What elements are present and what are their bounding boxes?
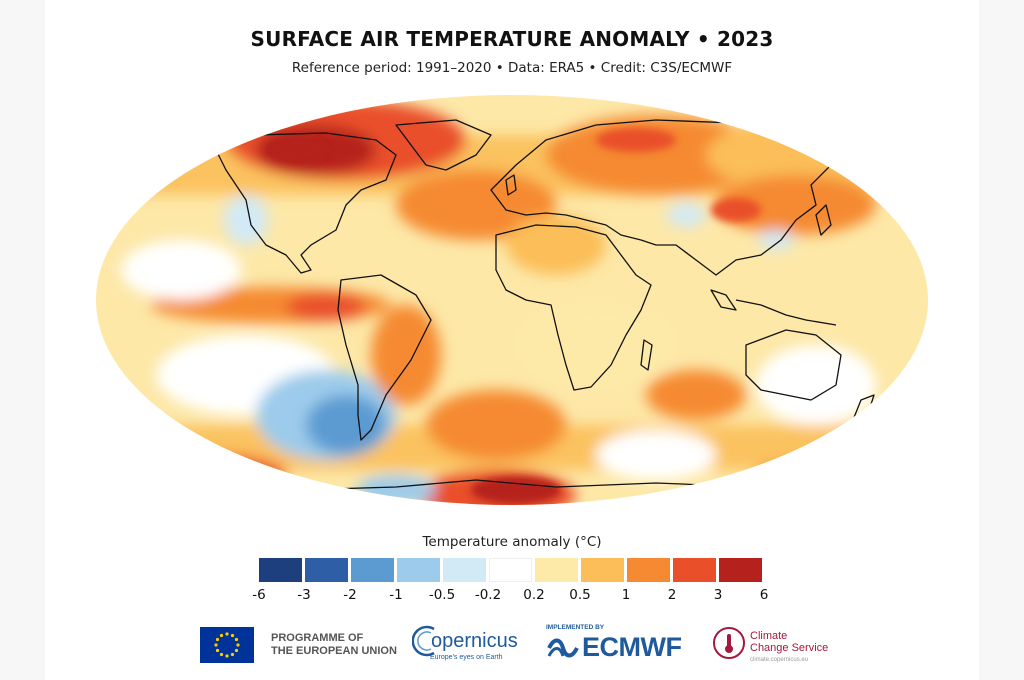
legend-swatch-1: [305, 558, 348, 582]
logo-strip: PROGRAMME OF THE EUROPEAN UNION opernicu…: [0, 615, 1024, 675]
eu-flag-icon: [200, 627, 254, 663]
legend-title: Temperature anomaly (°C): [422, 534, 602, 550]
legend-swatch-3: [397, 558, 440, 582]
legend-tick: -0.2: [474, 587, 502, 603]
legend-tick: -0.5: [428, 587, 456, 603]
right-margin-panel: [979, 0, 1024, 680]
legend-tick: -1: [389, 587, 403, 603]
copernicus-tagline: Europe's eyes on Earth: [430, 654, 503, 661]
legend-swatch-2: [351, 558, 394, 582]
legend-tick: -3: [297, 587, 311, 603]
legend-swatch-8: [627, 558, 670, 582]
legend-swatch-4: [443, 558, 486, 582]
ecmwf-wordmark: ECMWF: [582, 632, 682, 662]
legend-tick: 0.5: [569, 587, 591, 603]
legend-swatch-7: [581, 558, 624, 582]
left-margin-panel: [0, 0, 45, 680]
copernicus-wordmark: opernicus: [431, 630, 518, 652]
legend-tick: 6: [759, 587, 769, 603]
legend-tick: 1: [621, 587, 631, 603]
legend-swatch-9: [673, 558, 716, 582]
legend-swatch-5: [489, 558, 532, 582]
c3s-url: climate.copernicus.eu: [750, 657, 809, 663]
legend-tick: 2: [667, 587, 677, 603]
legend-tick: -2: [343, 587, 357, 603]
legend-tick: 0.2: [523, 587, 545, 603]
legend-colorbar: [259, 558, 765, 582]
copernicus-c-icon: [412, 625, 435, 657]
legend-tick: 3: [713, 587, 723, 603]
map-subtitle: Reference period: 1991–2020 • Data: ERA5…: [291, 60, 733, 76]
legend-swatch-6: [535, 558, 578, 582]
legend-swatch-0: [259, 558, 302, 582]
ecmwf-implemented-by: IMPLEMENTED BY: [546, 624, 605, 631]
map-title: SURFACE AIR TEMPERATURE ANOMALY • 2023: [250, 27, 774, 51]
legend-swatch-10: [719, 558, 762, 582]
ecmwf-wave-icon: [547, 638, 579, 658]
world-anomaly-map: [96, 95, 928, 505]
c3s-text: Climate Change Service: [750, 630, 829, 654]
legend-tick: -6: [252, 587, 266, 603]
eu-programme-text: PROGRAMME OF THE EUROPEAN UNION: [271, 632, 397, 657]
climate-change-service-icon: [713, 627, 745, 659]
